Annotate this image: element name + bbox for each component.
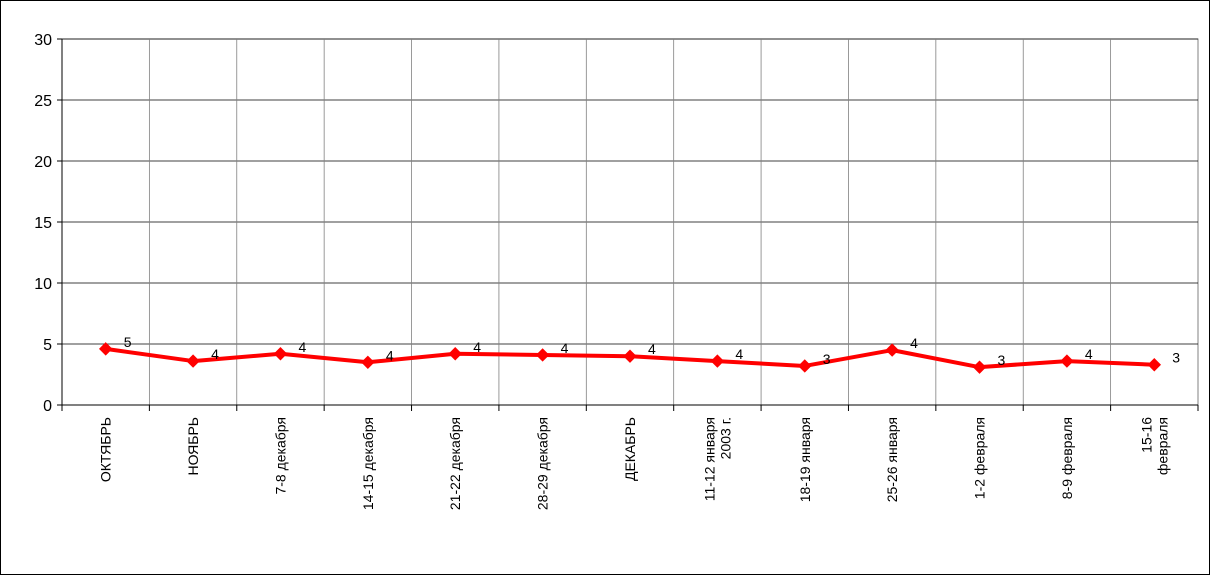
x-category-label: ДЕКАБРЬ: [622, 417, 638, 481]
data-point-marker: [885, 343, 899, 357]
data-point-marker: [798, 359, 812, 373]
x-category-label: 2003 г.: [717, 417, 733, 459]
data-label: 4: [298, 339, 306, 355]
data-point-marker: [273, 347, 288, 361]
y-tick-label: 30: [34, 32, 52, 49]
y-tick-label: 10: [34, 276, 52, 293]
x-category-label: 7-8 декабря: [272, 417, 288, 495]
x-axis-ticks: ОКТЯБРЬ НОЯБРЬ 7-8 декабря 14-15 декабря 21-…: [61, 405, 1199, 510]
data-label: 4: [561, 340, 569, 356]
data-label: 4: [648, 341, 656, 357]
x-category-label: ОКТЯБРЬ: [98, 417, 114, 482]
x-category-label: 15-16: [1138, 417, 1154, 453]
x-category-label: 21-22 декабря: [447, 417, 463, 510]
data-label: 3: [823, 351, 831, 367]
data-point-marker: [186, 354, 200, 368]
series-group: 5 4 4 4 4 4 4 4 3 4 3 4 3: [98, 334, 1180, 374]
data-label: 4: [386, 347, 394, 363]
x-category-label: февраля: [1154, 417, 1170, 475]
data-label: 3: [1172, 350, 1180, 366]
x-category-label: 8-9 февраля: [1059, 417, 1075, 499]
data-point-marker: [1060, 354, 1074, 368]
data-point-marker: [623, 349, 637, 363]
y-axis-ticks: 0 5 10 15 20 25 30: [34, 32, 62, 415]
data-label: 4: [211, 346, 219, 362]
data-point-marker: [535, 348, 550, 362]
x-category-label: 11-12 января: [701, 417, 717, 501]
data-point-marker: [448, 347, 462, 361]
x-category-label: 18-19 января: [797, 417, 813, 502]
y-tick-label: 5: [43, 337, 52, 354]
x-category-label: НОЯБРЬ: [185, 417, 201, 476]
x-category-label: 14-15 декабря: [360, 417, 376, 510]
data-label: 4: [473, 339, 481, 355]
data-label: 5: [124, 334, 132, 350]
y-tick-label: 15: [34, 215, 52, 232]
x-category-label: 28-29 декабря: [535, 417, 551, 510]
x-category-label: 1-2 февраля: [972, 417, 988, 499]
data-point-marker: [361, 355, 375, 370]
data-point-marker: [972, 360, 987, 374]
data-label: 4: [910, 335, 918, 351]
data-label: 4: [735, 346, 743, 362]
data-point-marker: [1147, 358, 1162, 372]
y-tick-label: 20: [34, 154, 52, 171]
grid: [61, 38, 1199, 406]
data-label: 3: [998, 352, 1006, 368]
data-label: 4: [1085, 346, 1093, 362]
y-tick-label: 25: [34, 93, 52, 110]
y-tick-label: 0: [43, 398, 52, 415]
data-point-marker: [98, 342, 113, 356]
data-point-marker: [710, 354, 725, 368]
x-category-label: 25-26 января: [884, 417, 900, 502]
